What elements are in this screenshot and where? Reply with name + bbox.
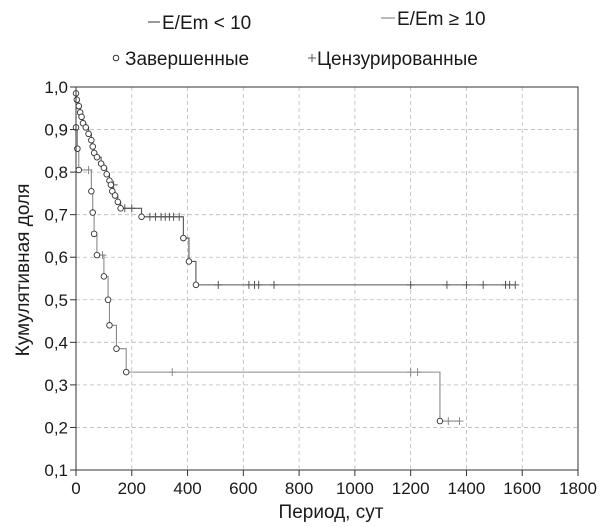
y-tick-label-7: 0,8 bbox=[44, 163, 68, 182]
event-marker-0-6 bbox=[82, 124, 90, 131]
event-marker-0-21 bbox=[138, 213, 145, 221]
y-tick-label-0: 0,1 bbox=[44, 461, 68, 480]
event-marker-1-11 bbox=[122, 368, 130, 376]
event-marker-1-7 bbox=[100, 273, 108, 280]
censored-marker-0-18 bbox=[479, 280, 488, 289]
event-marker-0-18 bbox=[111, 192, 119, 199]
x-tick-label-2: 400 bbox=[173, 479, 201, 498]
censored-marker-1-6 bbox=[455, 417, 464, 426]
y-tick-label-4: 0,5 bbox=[44, 291, 68, 310]
x-tick-label-4: 800 bbox=[285, 479, 313, 498]
censored-marker-1-5 bbox=[444, 417, 453, 426]
x-axis-label: Период, сут bbox=[279, 502, 384, 523]
x-tick-label-9: 1800 bbox=[559, 479, 597, 498]
y-tick-label-2: 0,3 bbox=[44, 376, 68, 395]
x-tick-label-5: 1000 bbox=[336, 479, 374, 498]
x-tick-label-3: 600 bbox=[229, 479, 257, 498]
y-tick-label-5: 0,6 bbox=[44, 248, 68, 267]
censored-marker-0-17 bbox=[462, 280, 471, 289]
legend-completed-marker-icon bbox=[112, 54, 120, 62]
series-line-1 bbox=[76, 126, 460, 422]
legend-label-ge: E/Em ≥ 10 bbox=[397, 9, 486, 30]
y-tick-labels: 0,1 0,2 0,3 0,4 0,5 0,6 0,7 0,8 0,9 1,0 bbox=[44, 78, 68, 480]
y-tick-label-6: 0,7 bbox=[44, 206, 68, 225]
censored-marker-0-13 bbox=[254, 280, 263, 289]
event-marker-0-19 bbox=[114, 198, 122, 206]
event-marker-1-4 bbox=[89, 209, 96, 216]
legend-label-lt: E/Em < 10 bbox=[162, 13, 251, 34]
event-marker-1-3 bbox=[88, 188, 95, 195]
censored-marker-0-14 bbox=[270, 280, 279, 289]
censored-marker-0-15 bbox=[406, 280, 415, 289]
censored-marker-0-16 bbox=[442, 280, 451, 289]
event-marker-0-1 bbox=[73, 96, 81, 104]
event-marker-1-10 bbox=[113, 345, 120, 352]
event-marker-0-11 bbox=[93, 153, 101, 161]
y-axis-label: Кумулятивная доля bbox=[13, 184, 34, 357]
event-marker-0-9 bbox=[89, 143, 96, 150]
x-tick-labels: 0 200 400 600 800 1000 1200 1400 1600 1800 bbox=[71, 479, 597, 498]
censored-marker-1-2 bbox=[168, 368, 177, 377]
censored-marker-0-21 bbox=[511, 280, 520, 289]
legend: E/Em < 10 E/Em ≥ 10 Завершенные Цензурир… bbox=[112, 9, 486, 70]
series-line-0 bbox=[76, 92, 516, 286]
event-marker-0-7 bbox=[85, 130, 92, 138]
censored-marker-0-10 bbox=[214, 280, 223, 289]
event-marker-0-8 bbox=[88, 136, 95, 144]
y-tick-label-9: 1,0 bbox=[44, 78, 68, 97]
series-layer bbox=[72, 90, 520, 426]
y-tick-label-3: 0,4 bbox=[44, 333, 68, 352]
legend-label-completed: Завершенные bbox=[125, 49, 249, 70]
event-marker-0-22 bbox=[180, 234, 187, 242]
event-marker-1-12 bbox=[436, 417, 444, 425]
event-marker-0-2 bbox=[75, 102, 83, 110]
event-marker-1-6 bbox=[93, 251, 101, 259]
plot-frame bbox=[75, 86, 579, 471]
event-marker-0-16 bbox=[107, 181, 115, 189]
censored-marker-1-3 bbox=[406, 368, 415, 377]
x-tick-label-7: 1400 bbox=[448, 479, 486, 498]
event-marker-1-9 bbox=[106, 322, 113, 329]
event-marker-1-5 bbox=[90, 230, 98, 238]
x-tick-label-1: 200 bbox=[118, 479, 146, 498]
censored-marker-0-9 bbox=[175, 212, 184, 221]
censored-marker-0-2 bbox=[127, 204, 136, 213]
event-marker-1-8 bbox=[104, 296, 112, 304]
event-marker-0-23 bbox=[185, 258, 193, 265]
event-marker-0-4 bbox=[78, 113, 85, 121]
series-0 bbox=[72, 90, 520, 289]
event-marker-1-1 bbox=[74, 145, 81, 152]
series-1 bbox=[72, 124, 464, 426]
x-tick-label-0: 0 bbox=[71, 479, 80, 498]
censored-marker-1-4 bbox=[413, 368, 422, 377]
censored-marker-1-0 bbox=[84, 165, 93, 174]
y-tick-label-8: 0,9 bbox=[44, 121, 68, 140]
event-marker-1-2 bbox=[75, 166, 83, 174]
grid bbox=[76, 87, 578, 470]
tick-layer bbox=[70, 86, 579, 476]
y-tick-label-1: 0,2 bbox=[44, 418, 68, 437]
event-marker-0-20 bbox=[117, 205, 124, 212]
x-tick-label-6: 1200 bbox=[392, 479, 430, 498]
event-marker-0-24 bbox=[192, 281, 200, 289]
legend-censored-marker-icon bbox=[308, 54, 316, 62]
x-tick-label-8: 1600 bbox=[503, 479, 541, 498]
event-marker-0-13 bbox=[100, 164, 108, 172]
event-marker-0-14 bbox=[103, 170, 110, 178]
legend-label-censored: Цензурированные bbox=[317, 49, 478, 70]
